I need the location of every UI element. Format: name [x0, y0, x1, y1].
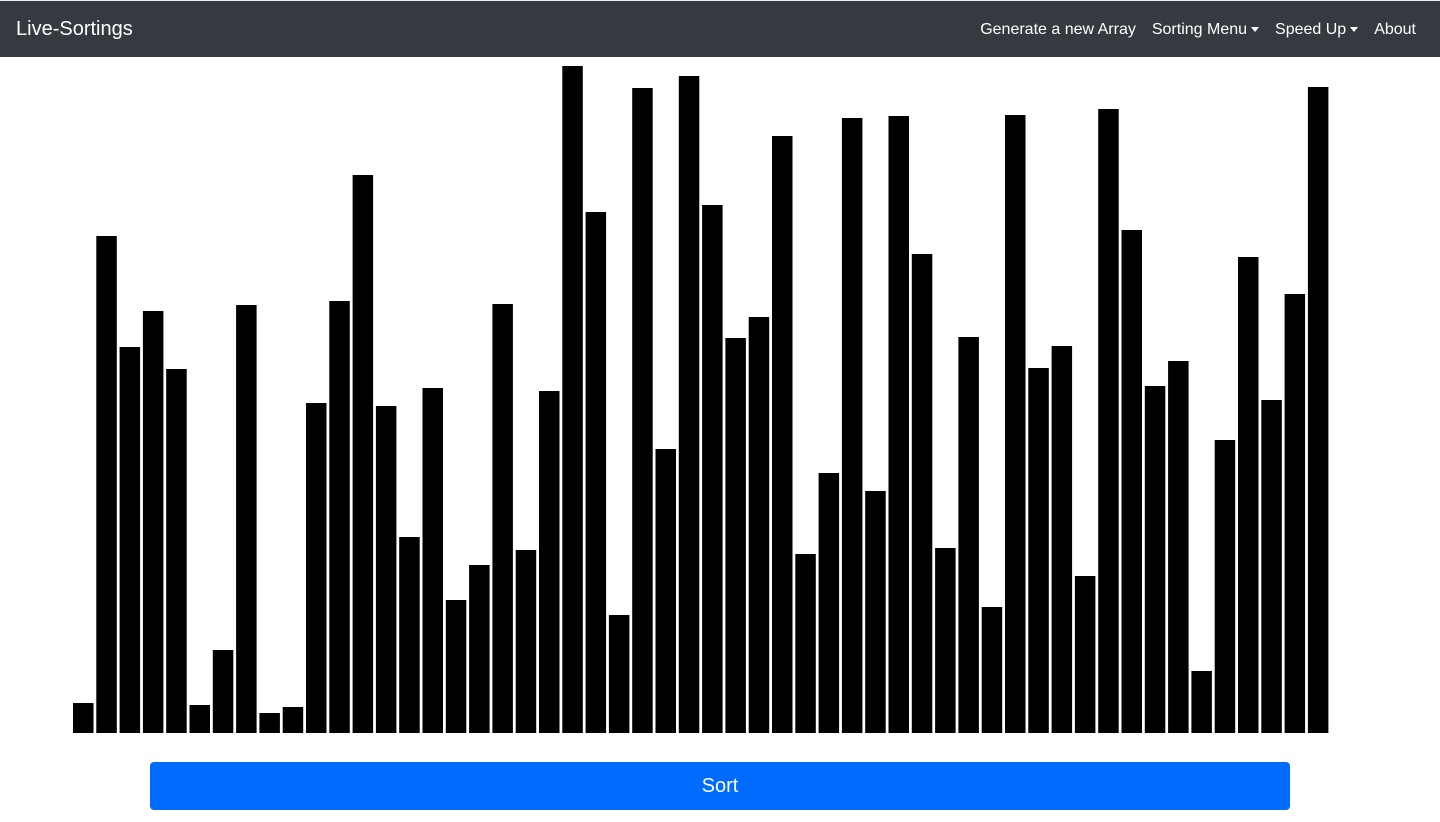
array-bar — [1191, 671, 1212, 733]
array-bar — [1098, 109, 1119, 733]
array-bar — [772, 136, 793, 733]
speed-up-dropdown[interactable]: Speed Up — [1275, 20, 1359, 39]
array-bar — [702, 205, 723, 733]
array-bar — [1005, 115, 1026, 733]
array-bar — [1028, 368, 1049, 733]
array-bar — [1168, 361, 1189, 733]
array-bar — [888, 116, 909, 733]
sort-button[interactable]: Sort — [150, 762, 1290, 810]
array-bar — [1284, 294, 1306, 733]
brand-title[interactable]: Live-Sortings — [16, 18, 133, 40]
array-bar — [539, 391, 560, 733]
array-bar — [958, 337, 979, 733]
array-bar — [492, 304, 513, 733]
array-bar — [1121, 230, 1142, 733]
array-bar — [608, 615, 630, 733]
array-bar — [1074, 576, 1096, 733]
array-bar — [678, 76, 700, 733]
array-bar — [282, 707, 304, 733]
array-bar — [399, 537, 420, 733]
array-bar — [236, 305, 257, 733]
about-link[interactable]: About — [1374, 21, 1416, 39]
array-bar — [935, 548, 956, 733]
navbar: Live-Sortings Generate a new Array Sorti… — [0, 0, 1440, 57]
array-bar — [1261, 400, 1282, 733]
array-bar — [562, 66, 583, 733]
generate-array-link[interactable]: Generate a new Array — [980, 21, 1136, 39]
array-bar — [119, 347, 141, 733]
array-bar — [259, 713, 280, 733]
array-bar — [1307, 87, 1329, 733]
array-bar — [865, 491, 886, 733]
array-bar — [632, 88, 653, 733]
array-bar — [748, 317, 770, 733]
about-label: About — [1374, 20, 1416, 38]
caret-down-icon — [1350, 27, 1359, 32]
array-bar — [1214, 440, 1236, 733]
array-bar — [795, 554, 816, 733]
array-bar — [725, 338, 746, 733]
array-bar — [911, 254, 933, 733]
array-bar — [166, 369, 187, 733]
array-bar — [818, 473, 840, 733]
array-bar — [73, 703, 94, 733]
nav-links: Generate a new Array Sorting Menu Speed … — [964, 1, 1416, 58]
array-bar — [329, 301, 350, 733]
array-bar — [1238, 257, 1259, 733]
sorting-menu-label: Sorting Menu — [1151, 20, 1248, 38]
generate-array-label: Generate a new Array — [980, 20, 1136, 38]
array-bar — [189, 705, 210, 733]
array-bar — [1051, 346, 1073, 733]
array-bar-chart — [73, 66, 1329, 733]
array-bar — [469, 565, 490, 733]
array-bar — [306, 403, 327, 733]
array-bar — [352, 175, 374, 733]
array-bar — [841, 118, 863, 733]
array-bar — [1144, 386, 1166, 733]
array-bar — [375, 406, 397, 733]
array-bar — [142, 311, 164, 733]
array-bar — [96, 236, 117, 733]
array-bar — [212, 650, 234, 733]
sorting-menu-dropdown[interactable]: Sorting Menu — [1151, 20, 1260, 39]
array-bar — [655, 449, 676, 733]
array-bar — [422, 388, 443, 733]
array-bar — [585, 212, 607, 733]
array-bar — [981, 607, 1003, 733]
caret-down-icon — [1251, 27, 1260, 32]
speed-up-label: Speed Up — [1275, 20, 1347, 38]
array-bar — [515, 550, 537, 733]
array-bar — [445, 600, 467, 733]
